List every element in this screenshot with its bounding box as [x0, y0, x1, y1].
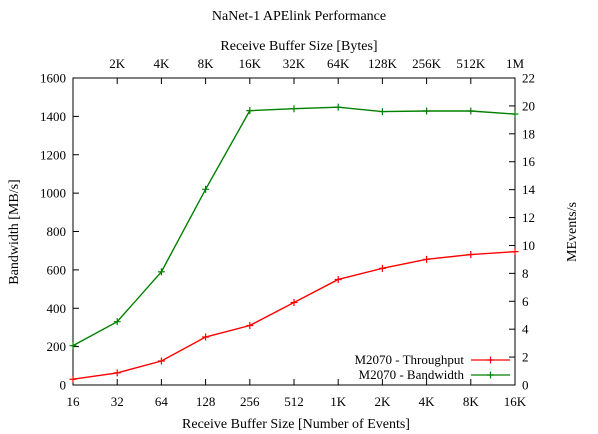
x-tick-label: 64	[155, 394, 169, 409]
axes	[72, 77, 516, 386]
y2-tick-label: 20	[522, 98, 535, 113]
data-point-m2070-throughput	[511, 248, 519, 256]
y2-tick-label: 8	[522, 266, 529, 281]
legend-label-bandwidth: M2070 - Bandwidth	[359, 367, 465, 382]
y2-tick-label: 4	[522, 322, 529, 337]
x2-tick-label: 64K	[327, 56, 350, 71]
data-point-m2070-bandwidth	[202, 185, 210, 193]
y-tick-label: 1200	[40, 147, 66, 162]
x2-tick-label: 8K	[198, 56, 215, 71]
y2-tick-label: 22	[522, 71, 535, 86]
y2-tick-label: 12	[522, 210, 535, 225]
legend-marker-m2070-bandwidth	[487, 371, 494, 379]
data-point-m2070-throughput	[334, 275, 342, 283]
y-tick-label: 1400	[40, 109, 66, 124]
legend-label-throughput: M2070 - Throughput	[354, 352, 464, 367]
data-point-m2070-throughput	[69, 375, 77, 383]
series-group	[69, 103, 519, 383]
y2-tick-label: 18	[522, 126, 535, 141]
legend-marker-m2070-throughput	[487, 356, 494, 364]
y2-tick-label: 16	[522, 154, 536, 169]
y-tick-label: 1000	[40, 186, 66, 201]
data-point-m2070-bandwidth	[113, 318, 121, 326]
x2-tick-label: 2K	[109, 56, 126, 71]
y-tick-label: 0	[60, 378, 67, 393]
x-tick-label: 128	[196, 394, 216, 409]
data-point-m2070-bandwidth	[334, 103, 342, 111]
x-tick-label: 16	[67, 394, 81, 409]
x2-tick-label: 4K	[153, 56, 170, 71]
data-point-m2070-throughput	[378, 264, 386, 272]
y2-tick-label: 0	[522, 378, 529, 393]
y2-tick-label: 14	[522, 182, 536, 197]
x-tick-label: 32	[111, 394, 124, 409]
x-tick-label: 512	[284, 394, 304, 409]
y-tick-label: 1600	[40, 71, 66, 86]
x2-tick-label: 32K	[283, 56, 306, 71]
x2-tick-label: 512K	[456, 56, 486, 71]
data-point-m2070-bandwidth	[423, 107, 431, 115]
x-tick-label: 16K	[504, 394, 527, 409]
y2-tick-label: 2	[522, 350, 529, 365]
x2-tick-label: 1M	[506, 56, 525, 71]
legend: M2070 - Throughput M2070 - Bandwidth	[354, 352, 510, 382]
x-tick-label: 4K	[419, 394, 436, 409]
x-tick-label: 1K	[330, 394, 347, 409]
data-point-m2070-throughput	[423, 255, 431, 263]
data-point-m2070-bandwidth	[511, 110, 519, 118]
data-point-m2070-throughput	[246, 322, 254, 330]
x2-axis-label: Receive Buffer Size [Bytes]	[220, 39, 377, 54]
data-point-m2070-throughput	[467, 251, 475, 259]
data-point-m2070-bandwidth	[467, 107, 475, 115]
data-point-m2070-throughput	[290, 298, 298, 306]
x2-tick-label: 128K	[368, 56, 398, 71]
y2-tick-label: 10	[522, 238, 535, 253]
x2-tick-label: 16K	[239, 56, 262, 71]
x-tick-label: 256	[240, 394, 260, 409]
x-tick-label: 2K	[374, 394, 391, 409]
data-point-m2070-throughput	[202, 333, 210, 341]
data-point-m2070-bandwidth	[290, 105, 298, 113]
x-tick-label: 8K	[463, 394, 480, 409]
y-tick-label: 600	[47, 262, 67, 277]
data-point-m2070-throughput	[157, 357, 165, 365]
x2-tick-label: 256K	[412, 56, 442, 71]
plot-frame	[72, 77, 516, 386]
y2-axis-label: MEvents/s	[565, 202, 580, 262]
data-point-m2070-bandwidth	[246, 107, 254, 115]
y-axis-label: Bandwidth [MB/s]	[7, 179, 22, 284]
y2-tick-label: 6	[522, 294, 529, 309]
series-line-m2070-bandwidth	[72, 106, 516, 347]
data-point-m2070-bandwidth	[69, 342, 77, 350]
x-axis-label: Receive Buffer Size [Number of Events]	[182, 417, 410, 432]
data-point-m2070-bandwidth	[378, 108, 386, 116]
y-tick-label: 200	[47, 339, 67, 354]
data-point-m2070-throughput	[113, 369, 121, 377]
y-tick-label: 800	[47, 224, 67, 239]
chart-title: NaNet-1 APElink Performance	[212, 9, 386, 24]
data-point-m2070-bandwidth	[157, 268, 165, 276]
y-tick-label: 400	[47, 301, 67, 316]
